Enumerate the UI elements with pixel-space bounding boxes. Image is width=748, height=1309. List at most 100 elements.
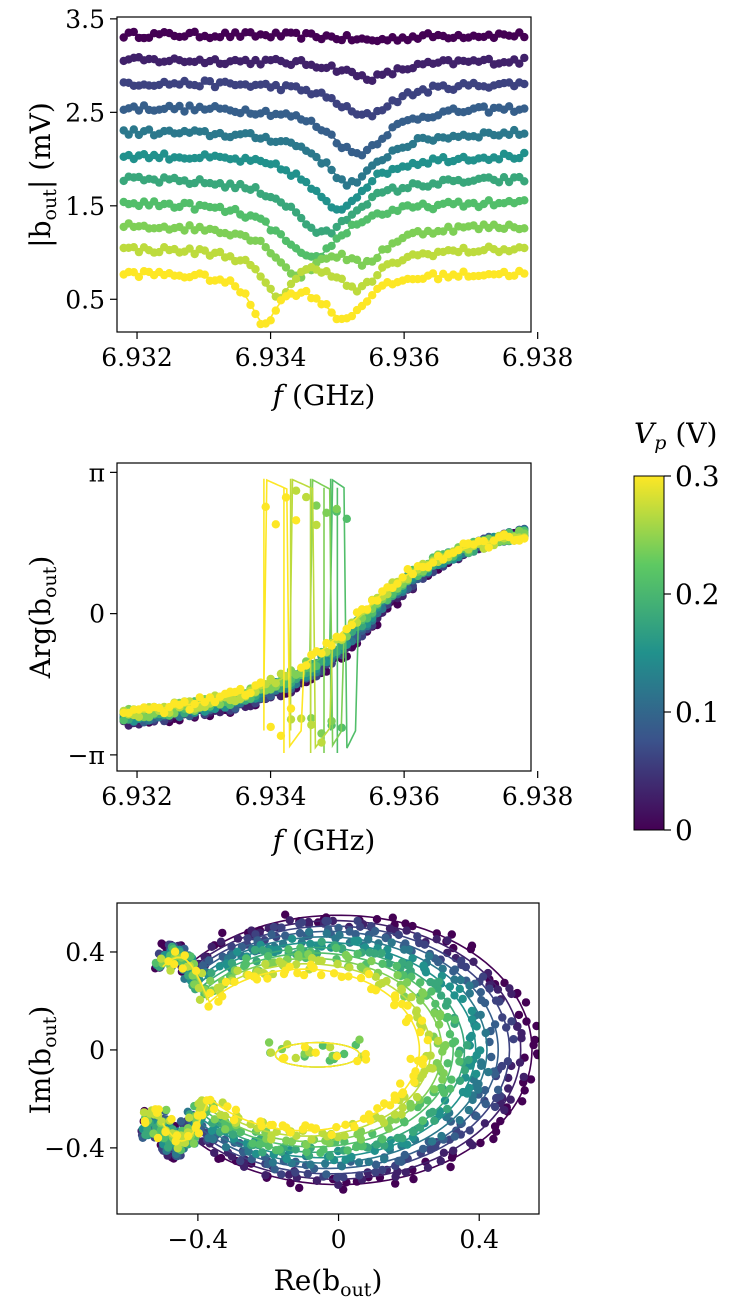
iq-data-point	[447, 1153, 457, 1162]
magnitude-data-point	[342, 31, 351, 40]
magnitude-data-point	[266, 316, 275, 325]
magnitude-data-point	[297, 213, 306, 223]
iq-data-point	[409, 1174, 418, 1184]
iq-data-point	[465, 1083, 474, 1093]
iq-data-point	[319, 1145, 328, 1154]
phase-data-point	[266, 722, 275, 732]
iq-data-point	[248, 1139, 257, 1148]
iq-data-point	[309, 963, 318, 973]
iq-data-point	[332, 1123, 341, 1132]
iq-data-point	[351, 930, 360, 939]
magnitude-data-point	[246, 300, 255, 310]
magnitude-data-point	[337, 249, 346, 258]
iq-data-point	[302, 1140, 311, 1150]
magnitude-data-point	[368, 177, 377, 186]
iq-data-point	[432, 929, 441, 938]
magnitude-data-point	[383, 131, 392, 140]
magnitude-data-point	[352, 178, 362, 187]
iq-data-point	[325, 1138, 334, 1148]
iq-data-point	[436, 991, 446, 1000]
magnitude-data-point	[241, 255, 250, 265]
magnitude-data-point	[357, 172, 367, 181]
iq-data-point	[443, 936, 452, 945]
iq-data-point	[294, 953, 303, 962]
iq-data-point	[293, 968, 302, 978]
magnitude-data-point	[352, 287, 362, 296]
iq-data-point	[384, 952, 393, 961]
iq-data-point	[481, 1099, 490, 1109]
iq-data-point	[398, 1103, 407, 1112]
iq-data-point	[467, 1015, 477, 1024]
phase-data-point	[408, 569, 417, 579]
magnitude-data-point	[520, 53, 529, 63]
iq-data-point	[385, 1101, 395, 1110]
magnitude-data-point	[297, 34, 306, 43]
magnitude-data-point	[307, 116, 316, 126]
iq-data-point	[355, 1171, 364, 1180]
iq-data-point	[450, 1132, 459, 1141]
iq-data-point	[464, 1105, 474, 1115]
iq-data-point	[198, 961, 208, 970]
magnitude-data-point	[281, 166, 291, 175]
iq-data-point	[390, 1001, 399, 1010]
iq-data-point	[209, 1104, 219, 1114]
iq-data-point	[522, 1017, 531, 1026]
magnitude-data-point	[347, 311, 357, 321]
iq-data-point	[384, 959, 393, 968]
magnitude-data-point	[271, 159, 280, 168]
phase-panel: 6.932 6.934 6.936 6.938 −π 0 π f (GHz) Arg(bou…	[24, 458, 573, 857]
iq-data-point	[406, 1101, 416, 1111]
iq-data-point	[419, 1055, 428, 1064]
iq-data-point	[427, 987, 436, 996]
iq-data-point	[378, 1165, 387, 1175]
iq-data-point	[457, 956, 466, 965]
iq-data-point	[447, 1075, 456, 1084]
iq-data-point	[322, 929, 331, 938]
iq-data-point	[291, 1053, 300, 1063]
iq-data-point	[391, 994, 400, 1003]
iq-data-point	[208, 1134, 217, 1144]
iq-data-point	[421, 968, 431, 977]
iq-data-point	[390, 1110, 400, 1119]
iq-data-point	[399, 1116, 409, 1126]
phase-data-point	[160, 708, 169, 718]
magnitude-ticks: 6.932 6.934 6.936 6.938 0.5 1.5 2.5 3.5	[65, 5, 573, 372]
iq-ticks: −0.4 0 0.4 −0.4 0 0.4	[44, 938, 499, 1254]
iq-data-point	[157, 939, 166, 948]
magnitude-data-point	[327, 308, 336, 317]
iq-data-point	[264, 952, 273, 961]
phase-data-point	[312, 501, 321, 510]
iq-data-point	[449, 967, 458, 976]
iq-data-point	[341, 1155, 350, 1165]
iq-data-point	[356, 1127, 366, 1136]
iq-data-point	[505, 984, 514, 993]
iq-data-point	[230, 977, 239, 987]
magnitude-data-point	[352, 255, 362, 264]
iq-data-point	[465, 1126, 474, 1135]
iq-data-point	[450, 1015, 460, 1024]
iq-data-point	[331, 943, 341, 953]
iq-data-point	[227, 958, 237, 968]
phase-data-point	[312, 661, 321, 671]
magnitude-data-point	[520, 129, 529, 138]
iq-data-point	[191, 966, 201, 975]
iq-data-point	[322, 1170, 331, 1179]
iq-data-point	[504, 1084, 513, 1093]
iq-data-point	[286, 1128, 295, 1137]
phase-data-point	[271, 520, 280, 529]
iq-data-point	[221, 1143, 231, 1152]
iq-data-point	[431, 999, 440, 1009]
phase-data-point	[271, 679, 280, 688]
iq-data-point	[356, 1135, 366, 1144]
magnitude-data-point	[388, 70, 397, 79]
iq-data-point	[497, 1061, 507, 1071]
magnitude-data-point	[134, 106, 144, 115]
phase-data-point	[342, 514, 351, 523]
magnitude-data-point	[195, 82, 204, 91]
iq-data-point	[390, 1091, 399, 1100]
iq-data-point	[476, 988, 485, 997]
iq-data-point	[424, 951, 434, 961]
magnitude-data-point	[362, 297, 372, 306]
iq-data-point	[477, 1058, 486, 1067]
magnitude-y-tick-label: 1.5	[65, 192, 105, 221]
